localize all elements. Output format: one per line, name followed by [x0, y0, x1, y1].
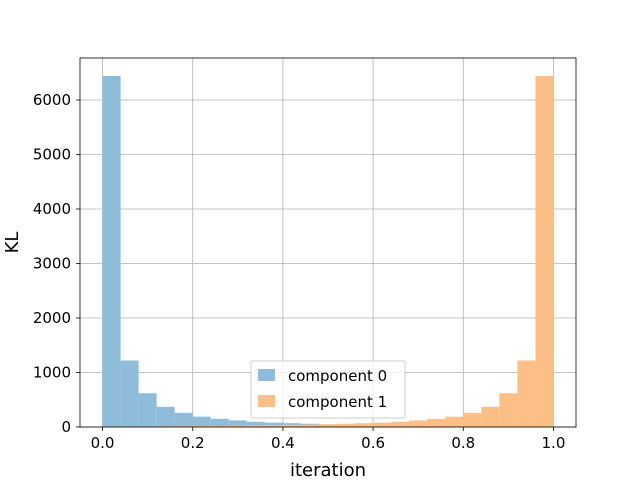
histogram-bar [445, 416, 464, 427]
y-tick-label: 2000 [33, 309, 71, 327]
x-tick-label: 0.8 [451, 434, 475, 452]
legend-label-component-0: component 0 [288, 367, 387, 385]
legend-box [250, 360, 406, 419]
histogram-bar [246, 425, 265, 427]
histogram-bar [481, 406, 500, 427]
legend: component 0 component 1 [250, 360, 406, 419]
histogram-bar [192, 426, 211, 427]
histogram-bar [174, 412, 193, 427]
legend-label-component-1: component 1 [288, 393, 387, 411]
histogram-bar [409, 420, 428, 427]
histogram-bar [228, 420, 247, 427]
bars [102, 75, 554, 428]
histogram-bar [373, 422, 392, 427]
y-tick-label: 1000 [33, 363, 71, 381]
x-tick-label: 0.2 [181, 434, 205, 452]
histogram-bar [318, 424, 338, 427]
histogram-bar [264, 422, 283, 427]
histogram-bar [463, 412, 482, 427]
x-tick-label: 1.0 [542, 434, 566, 452]
y-tick-label: 5000 [33, 145, 71, 163]
legend-swatch-component-1 [258, 395, 275, 407]
x-axis-ticks: 0.0 0.2 0.4 0.6 0.8 1.0 [91, 427, 566, 452]
histogram-bar [300, 424, 319, 427]
histogram-bar [210, 425, 229, 427]
histogram-bar [499, 393, 518, 427]
histogram-bar [337, 423, 356, 427]
histogram-bar [228, 425, 247, 427]
y-tick-label: 6000 [33, 91, 71, 109]
plot-frame [79, 57, 577, 428]
histogram-bar [138, 393, 157, 427]
series-1-bars [102, 75, 554, 428]
histogram-bar [391, 421, 410, 427]
histogram-bar [156, 406, 175, 427]
histogram-bar [535, 75, 554, 428]
histogram-bar [102, 75, 121, 428]
histogram-bar [192, 416, 211, 427]
histogram-bar [210, 418, 229, 427]
y-axis-label: KL [2, 232, 23, 254]
histogram-bar [517, 360, 536, 427]
x-axis-label: iteration [290, 460, 366, 480]
legend-swatch-component-0 [258, 369, 275, 381]
histogram-bar [174, 426, 193, 427]
histogram-bar [120, 360, 139, 427]
histogram-bar [355, 423, 374, 427]
x-tick-label: 0.6 [361, 434, 385, 452]
histogram-bar [282, 424, 301, 427]
y-tick-label: 3000 [33, 254, 71, 272]
y-tick-label: 4000 [33, 200, 71, 218]
x-tick-label: 0.4 [271, 434, 295, 452]
histogram-bar [246, 421, 265, 427]
histogram-bar [264, 425, 283, 427]
y-tick-label: 0 [61, 418, 71, 436]
x-tick-label: 0.0 [91, 434, 115, 452]
y-axis-ticks: 0 1000 2000 3000 4000 5000 6000 [33, 91, 80, 436]
histogram-bar [427, 418, 446, 427]
